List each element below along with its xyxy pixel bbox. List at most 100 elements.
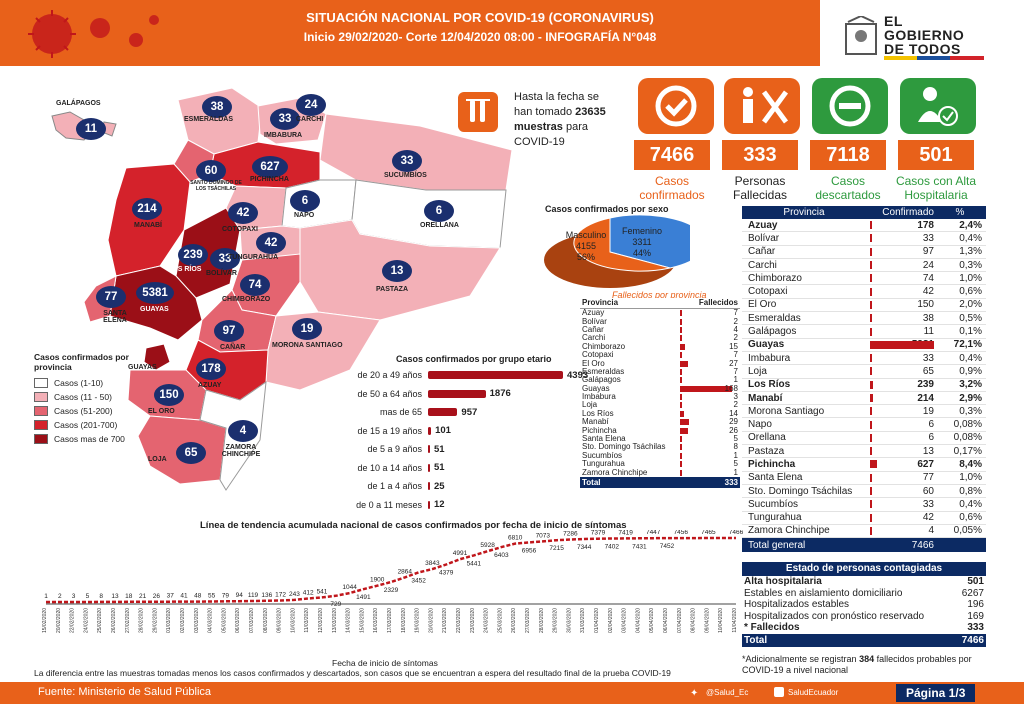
deaths-row-bar (680, 335, 682, 342)
bubble-esmeraldas: 38 (202, 96, 232, 118)
label-sucumbios: SUCUMBÍOS (384, 172, 427, 179)
deaths-row-bar (680, 310, 683, 317)
province-bar (870, 407, 872, 416)
tests-line1: Hasta la fecha se (514, 91, 599, 103)
province-bar (870, 513, 872, 522)
province-table-row: Azuay 178 2,4% (742, 219, 986, 233)
ecuador-map (51, 87, 513, 491)
province-name: El Oro (748, 299, 777, 311)
trend-data-label: 1491 (356, 594, 371, 601)
deaths-row-bar (680, 444, 683, 451)
province-bar (870, 247, 872, 256)
age-label: de 15 a 19 años (357, 425, 422, 436)
status-value: 6267 (961, 587, 984, 599)
province-table-row: Esmeraldas 38 0,5% (742, 312, 986, 326)
trend-x-tick: 29/02/2020 (152, 608, 158, 633)
trend-data-label: 18 (125, 593, 133, 600)
age-label: de 50 a 64 años (357, 388, 422, 399)
age-bar-row: de 50 a 64 años 1876 (330, 385, 510, 403)
deaths-table-row: Chimborazo 15 (580, 341, 740, 351)
label-orellana: ORELLANA (420, 222, 459, 229)
deaths-total-value: 333 (724, 477, 738, 487)
confirmed-label-1: Casos (654, 174, 689, 188)
tests-line5: COVID-19 (514, 136, 565, 148)
deaths-row-bar (680, 410, 685, 417)
province-table-row: Chimborazo 74 1,0% (742, 272, 986, 286)
trend-data-label: 119 (248, 592, 259, 599)
footer-twitter[interactable]: @Salud_Ec (706, 688, 749, 697)
status-total-label: Total (744, 634, 768, 646)
province-table-row: Napo 6 0,08% (742, 418, 986, 432)
footer-facebook[interactable]: SaludEcuador (788, 688, 839, 697)
deaths-row-bar (680, 385, 732, 392)
status-row: * Fallecidos 333 (742, 622, 986, 634)
deaths-row-province: Imbabura (582, 392, 616, 402)
trend-x-tick: 18/03/2020 (401, 608, 407, 633)
province-pct: 72,1% (953, 339, 982, 351)
province-table-row: Guayas538172,1% (742, 339, 986, 352)
female-label: Femenino (621, 226, 663, 236)
label-santo-domingo: SANTO DOMINGO DE LOS TSÁCHILAS (190, 180, 242, 192)
deaths-row-province: Chimborazo (582, 341, 626, 351)
male-label: Masculino (565, 230, 607, 240)
deaths-row-bar (680, 352, 683, 359)
trend-x-tick: 03/03/2020 (194, 608, 200, 633)
province-bar (870, 354, 872, 363)
province-confirmed: 19 (922, 405, 934, 417)
province-confirmed: 97 (922, 246, 934, 258)
female-value: 3311 (632, 237, 652, 247)
province-table-row: Cañar 97 1,3% (742, 246, 986, 259)
trend-x-tick: 05/03/2020 (221, 608, 227, 633)
province-table-row: Sucumbíos 33 0,4% (742, 498, 986, 512)
status-value: 196 (967, 599, 984, 611)
deaths-row-province: Sto. Domingo Tsáchilas (582, 442, 666, 452)
bubble-bolivar: 33 (210, 248, 240, 270)
status-label: * Fallecidos (744, 622, 800, 634)
deaths-row-bar (680, 377, 682, 384)
age-bar (428, 371, 563, 379)
province-name: Santa Elena (748, 472, 803, 484)
deaths-row-value: 168 (724, 383, 738, 393)
age-label: de 10 a 14 años (357, 462, 422, 473)
province-name: Cotopaxi (748, 286, 788, 298)
age-value: 51 (434, 462, 445, 473)
province-name: Morona Santiago (748, 405, 825, 417)
label-pichincha: PICHINCHA (250, 176, 289, 183)
province-name: Chimborazo (748, 272, 802, 284)
deaths-table-row: Zamora Chinchipe 1 (580, 468, 740, 476)
trend-data-label: 6810 (508, 535, 523, 542)
province-name: Guayas (748, 339, 785, 351)
deaths-table-row: Los Ríos 14 (580, 408, 740, 418)
province-confirmed: 6 (928, 419, 934, 431)
age-value: 4393 (567, 369, 589, 381)
trend-data-label: 2 (58, 593, 62, 600)
bubble-santo-domingo: 60 (196, 160, 226, 182)
pie-slice-male (573, 217, 671, 272)
confirmed-label-2: confirmados (639, 188, 705, 202)
trend-x-tick: 31/03/2020 (580, 608, 586, 633)
province-pct: 0,08% (953, 419, 982, 431)
trend-x-tick: 11/04/2020 (732, 608, 738, 633)
deaths-row-province: Los Ríos (582, 408, 614, 418)
bubble-santa-elena: 77 (96, 286, 126, 308)
age-bar (428, 463, 430, 472)
trend-x-tick: 05/04/2020 (649, 608, 655, 633)
trend-data-label: 5928 (480, 542, 495, 549)
deaths-table-row: Cotopaxi 7 (580, 351, 740, 359)
province-pct: 0,6% (959, 286, 982, 298)
deaths-table-row: Tungurahua 5 (580, 460, 740, 468)
status-note-post: fallecidos probables por COVID-19 a nive… (742, 654, 972, 675)
col-province: Provincia (783, 207, 825, 218)
province-bar (870, 460, 878, 469)
sex-pie-chart (544, 214, 690, 288)
province-total-value: 7466 (911, 539, 934, 551)
deaths-row-province: El Oro (582, 358, 605, 368)
deaths-row-bar (680, 368, 683, 375)
trend-data-label: 7215 (549, 545, 564, 552)
sex-chart-title: Casos confirmados por sexo (545, 204, 669, 214)
tests-line2: han tomado (514, 106, 573, 118)
province-confirmed: 33 (922, 352, 934, 364)
deaths-row-province: Tungurahua (582, 459, 625, 469)
trend-x-tick: 19/03/2020 (415, 608, 421, 633)
province-table-row: Pastaza 13 0,17% (742, 445, 986, 459)
